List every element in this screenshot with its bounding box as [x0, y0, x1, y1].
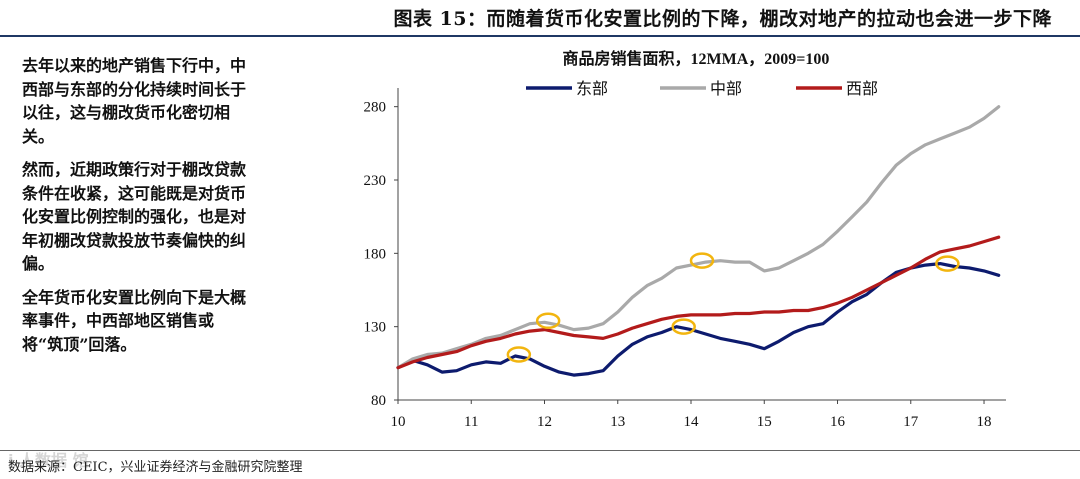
highlight-ellipse	[671, 318, 696, 335]
y-tick-label: 80	[371, 393, 386, 409]
highlight-ellipse	[535, 312, 561, 330]
sales-area-line-chart: 商品房销售面积，12MMA，2009=100 东部 中部 西部 80 130 180 23…	[364, 49, 1006, 430]
source-note: 数据来源：CEIC，兴业证券经济与金融研究院整理	[8, 460, 303, 475]
x-tick-label: 16	[830, 414, 846, 430]
legend-label: 东部	[576, 80, 608, 98]
chart-legend: 东部 中部 西部	[526, 80, 878, 98]
highlight-ellipse	[689, 252, 715, 269]
figure-title: 图表 15：而随着货币化安置比例的下降，棚改对地产的拉动也会进一步下降	[393, 8, 1052, 30]
series-line	[396, 235, 1001, 370]
x-tick-label: 10	[391, 414, 406, 430]
commentary-paragraph: 然而，近期政策行对于棚改贷款条件在收紧，这可能既是对货币化安置比例控制的强化，也…	[22, 160, 247, 273]
x-tick-label: 15	[757, 414, 772, 430]
watermark: i 人数据 馆	[8, 451, 89, 470]
highlight-ellipse	[935, 255, 960, 272]
x-tick-label: 11	[464, 414, 478, 430]
series-line	[396, 105, 1001, 370]
commentary-panel: 去年以来的地产销售下行中，中西部与东部的分化持续时间长于以往，这与棚改货币化密切…	[22, 54, 254, 366]
x-tick-label: 18	[977, 414, 992, 430]
x-tick-label: 14	[684, 414, 700, 430]
y-tick-label: 130	[364, 320, 387, 336]
commentary-paragraph: 全年货币化安置比例向下是大概率事件，中西部地区销售或将“筑顶”回落。	[22, 287, 247, 354]
legend-label: 西部	[846, 80, 878, 98]
chart-title: 商品房销售面积，12MMA，2009=100	[563, 49, 830, 68]
x-tick-label: 17	[903, 414, 919, 430]
legend-label: 中部	[710, 80, 742, 98]
highlight-ellipse	[506, 346, 532, 363]
y-tick-label: 280	[364, 100, 387, 116]
chart-axes: 80 130 180 230 280 10 11 12 13 14 15 16 17 18	[364, 88, 1006, 430]
y-tick-label: 180	[364, 246, 387, 262]
footer-rule	[0, 450, 1080, 451]
series-line	[396, 262, 1001, 377]
y-tick-label: 230	[364, 173, 387, 189]
commentary-paragraph: 去年以来的地产销售下行中，中西部与东部的分化持续时间长于以往，这与棚改货币化密切…	[22, 56, 247, 146]
chart-series-layer	[396, 105, 1001, 377]
x-tick-label: 13	[610, 414, 625, 430]
x-tick-label: 12	[537, 414, 552, 430]
chart-annotation-layer	[506, 252, 960, 363]
title-rule	[0, 35, 1080, 37]
